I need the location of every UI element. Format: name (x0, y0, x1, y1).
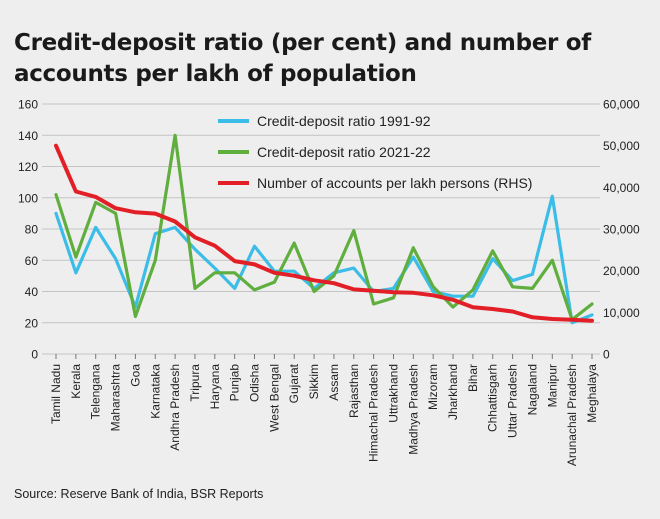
x-tick-label: Bihar (466, 364, 480, 392)
x-tick-label: Tamil Nadu (49, 364, 63, 424)
left-tick-label: 120 (18, 160, 38, 174)
left-tick-label: 0 (31, 348, 38, 362)
series-line (54, 143, 594, 323)
legend-label: Number of accounts per lakh persons (RHS… (257, 175, 532, 191)
x-tick-label: Punjab (228, 364, 242, 402)
x-tick-label: Madhya Pradesh (406, 364, 420, 455)
x-tick-label: Kerala (69, 364, 83, 399)
x-tick-label: West Bengal (267, 364, 281, 432)
x-tick-label: Sikkim (307, 364, 321, 399)
x-tick-label: Himachal Pradesh (367, 364, 381, 462)
right-tick-label: 30,000 (603, 223, 640, 237)
left-tick-label: 40 (25, 285, 39, 299)
x-tick-label: Manipur (545, 364, 559, 407)
right-tick-label: 0 (603, 348, 610, 362)
right-tick-label: 20,000 (603, 264, 640, 278)
x-tick-label: Rajasthan (347, 364, 361, 418)
left-tick-label: 20 (25, 316, 39, 330)
right-tick-label: 60,000 (603, 98, 640, 112)
legend-label: Credit-deposit ratio 2021-22 (257, 144, 431, 160)
x-tick-label: Uttar Pradesh (506, 364, 520, 438)
x-tick-label: Jharkhand (446, 364, 460, 420)
source-note: Source: Reserve Bank of India, BSR Repor… (14, 487, 264, 501)
x-tick-label: Maharashtra (109, 364, 123, 432)
x-tick-label: Mizoram (426, 364, 440, 410)
chart-title: Credit-deposit ratio (per cent) and numb… (14, 30, 592, 87)
left-tick-label: 140 (18, 129, 38, 143)
x-tick-label: Arunachal Pradesh (565, 364, 579, 466)
left-axis: 0 20 40 60 80 100 120 140 160 (18, 98, 38, 362)
left-tick-label: 80 (25, 223, 39, 237)
left-tick-label: 100 (18, 191, 38, 205)
x-tick-label: Gujarat (287, 363, 301, 403)
x-tick-label: Uttrakhand (386, 364, 400, 423)
x-tick-label: Meghalaya (585, 364, 599, 423)
x-tick-label: Chhattisgarh (486, 364, 500, 432)
right-tick-label: 10,000 (603, 306, 640, 320)
right-tick-label: 50,000 (603, 139, 640, 153)
x-tick-label: Nagaland (525, 364, 539, 415)
x-tick-label: Tripura (188, 364, 202, 402)
grid-lines (42, 103, 600, 355)
left-tick-label: 160 (18, 98, 38, 112)
x-tick-label: Odisha (248, 364, 262, 402)
right-tick-label: 40,000 (603, 181, 640, 195)
x-tick-label: Assam (327, 364, 341, 401)
x-tick-label: Karnataka (148, 364, 162, 419)
x-tick-label: Andhra Pradesh (168, 364, 182, 451)
legend-label: Credit-deposit ratio 1991-92 (257, 113, 431, 129)
x-axis: Tamil Nadu Kerala Telengana Maharashtra Goa K… (49, 354, 599, 466)
x-tick-label: Haryana (208, 364, 222, 410)
left-tick-label: 60 (25, 254, 39, 268)
x-tick-label: Goa (128, 364, 142, 387)
legend: Credit-deposit ratio 1991-92 Credit-depos… (218, 113, 532, 191)
right-axis: 0 10,000 20,000 30,000 40,000 50,000 60,000 (603, 98, 640, 362)
series-line (54, 194, 594, 325)
series-lines (54, 133, 594, 325)
x-tick-label: Telengana (89, 364, 103, 420)
